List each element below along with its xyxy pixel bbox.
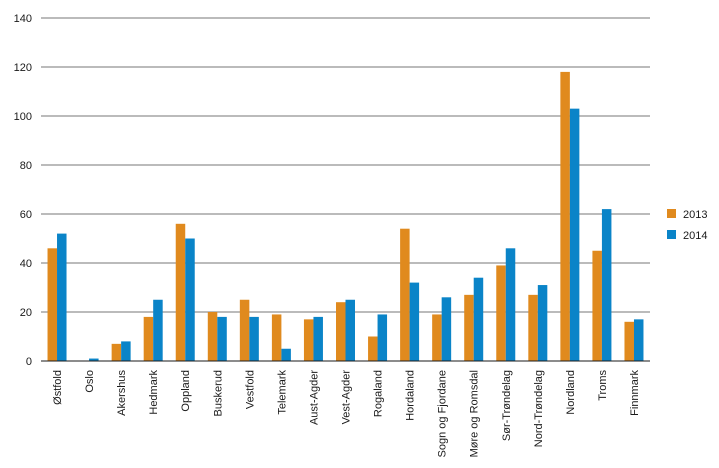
x-tick-label: Nordland bbox=[565, 370, 577, 415]
legend-swatch-2013 bbox=[667, 209, 676, 218]
y-tick-label: 120 bbox=[14, 62, 32, 74]
y-tick-label: 100 bbox=[14, 111, 32, 123]
x-tick-label: Troms bbox=[597, 370, 609, 401]
x-tick-label: Sogn og Fjordane bbox=[437, 370, 449, 457]
x-tick-label: Østfold bbox=[52, 370, 64, 405]
bar-2014-3 bbox=[153, 299, 163, 361]
legend: 2013 2014 bbox=[667, 209, 707, 242]
bar-2014-12 bbox=[441, 297, 452, 361]
bar-2014-7 bbox=[281, 348, 291, 361]
bar-2013-2 bbox=[111, 343, 122, 361]
bar-2013-5 bbox=[207, 312, 218, 361]
x-tick-label: Finnmark bbox=[629, 370, 641, 416]
x-tick-label: Akershus bbox=[116, 370, 128, 416]
bar-2014-9 bbox=[345, 299, 355, 361]
x-tick-label: Oppland bbox=[180, 370, 192, 412]
bar-2013-4 bbox=[175, 223, 186, 361]
x-tick-label: Rogaland bbox=[373, 370, 385, 417]
y-tick-label: 80 bbox=[20, 160, 32, 172]
x-axis-tick-labels: Østfold Oslo Akershus Hedmark Oppland Buskeru… bbox=[52, 370, 641, 458]
bar-2014-14 bbox=[505, 248, 516, 361]
x-tick-label: Buskerud bbox=[212, 370, 224, 416]
x-tick-label: Oslo bbox=[84, 370, 96, 393]
x-tick-label: Sør-Trøndelag bbox=[501, 370, 513, 441]
bar-2013-9 bbox=[336, 302, 346, 361]
bar-2014-1 bbox=[89, 358, 99, 361]
legend-label: 2014 bbox=[683, 230, 707, 242]
bar-2013-17 bbox=[592, 250, 602, 361]
bar-2013-6 bbox=[239, 299, 250, 361]
x-tick-label: Hordaland bbox=[405, 370, 417, 421]
bar-2013-7 bbox=[271, 314, 282, 361]
bar-2014-11 bbox=[409, 282, 420, 361]
y-tick-label: 140 bbox=[14, 13, 32, 25]
bar-2014-4 bbox=[185, 238, 195, 361]
bar-2014-0 bbox=[57, 233, 67, 361]
bar-2014-17 bbox=[601, 209, 612, 361]
x-tick-label: Aust-Agder bbox=[308, 370, 320, 425]
y-tick-label: 0 bbox=[26, 356, 32, 368]
bar-2014-5 bbox=[217, 316, 227, 361]
x-tick-label: Vest-Agder bbox=[341, 370, 353, 425]
bar-2014-13 bbox=[473, 277, 484, 361]
bar-2013-3 bbox=[143, 316, 154, 361]
bar-2013-18 bbox=[624, 321, 634, 361]
bar-2014-16 bbox=[569, 108, 580, 362]
bar-2013-10 bbox=[368, 336, 378, 361]
x-tick-label: Vestfold bbox=[244, 370, 256, 409]
legend-label: 2013 bbox=[683, 209, 707, 221]
bars bbox=[47, 71, 644, 362]
bar-2013-0 bbox=[47, 248, 58, 361]
bar-2014-6 bbox=[249, 316, 259, 361]
bar-2013-12 bbox=[432, 314, 442, 361]
bar-2013-11 bbox=[400, 228, 410, 361]
y-axis-tick-labels: 0 20 40 60 80 100 120 140 bbox=[14, 13, 32, 368]
bar-2014-10 bbox=[377, 314, 388, 361]
y-tick-label: 20 bbox=[20, 307, 32, 319]
bar-2013-15 bbox=[528, 294, 538, 361]
bar-2013-16 bbox=[560, 71, 570, 362]
bar-2013-14 bbox=[496, 265, 506, 361]
x-tick-label: Møre og Romsdal bbox=[469, 370, 481, 457]
bar-2014-2 bbox=[121, 341, 131, 361]
legend-swatch-2014 bbox=[667, 230, 676, 239]
y-tick-label: 60 bbox=[20, 209, 32, 221]
bar-2013-13 bbox=[464, 294, 474, 361]
x-tick-label: Nord-Trøndelag bbox=[533, 370, 545, 447]
x-tick-label: Hedmark bbox=[148, 370, 160, 415]
y-tick-label: 40 bbox=[20, 258, 32, 270]
x-tick-label: Telemark bbox=[276, 370, 288, 415]
bar-2013-8 bbox=[303, 319, 314, 361]
bar-2014-8 bbox=[313, 316, 323, 361]
bar-2014-15 bbox=[537, 285, 548, 361]
bar-2014-18 bbox=[633, 319, 644, 361]
gridlines bbox=[41, 17, 650, 313]
